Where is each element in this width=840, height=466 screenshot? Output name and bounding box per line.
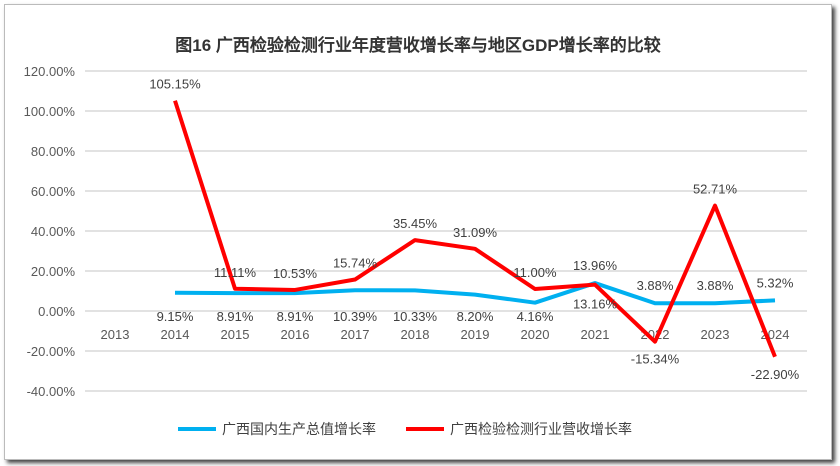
line-chart: 图16 广西检验检测行业年度营收增长率与地区GDP增长率的比较 -40.00% -2… — [24, 35, 807, 437]
x-tick-label: 2018 — [401, 327, 430, 342]
x-tick-label: 2020 — [521, 327, 550, 342]
data-label: 13.16% — [573, 297, 618, 312]
series-line — [174, 281, 776, 306]
y-tick-label: 0.00% — [38, 304, 75, 319]
x-tick-label: 2017 — [341, 327, 370, 342]
data-label: 10.39% — [333, 309, 378, 324]
data-label: 105.15% — [149, 77, 201, 92]
data-label: 15.74% — [333, 256, 378, 271]
y-tick-label: 80.00% — [31, 144, 76, 159]
data-label: 5.32% — [757, 275, 794, 290]
legend-label: 广西国内生产总值增长率 — [222, 421, 376, 437]
y-tick-label: 60.00% — [31, 184, 76, 199]
x-tick-label: 2023 — [701, 327, 730, 342]
y-tick-label: 120.00% — [24, 64, 76, 79]
data-label: 8.91% — [217, 309, 254, 324]
x-tick-label: 2022 — [641, 327, 670, 342]
series-line — [173, 100, 777, 358]
data-label: 10.33% — [393, 309, 438, 324]
data-label: 8.20% — [457, 309, 494, 324]
data-label: 52.71% — [693, 182, 738, 197]
y-tick-label: 40.00% — [31, 224, 76, 239]
data-label: -22.90% — [751, 367, 800, 382]
data-label: 35.45% — [393, 216, 438, 231]
y-tick-label: 20.00% — [31, 264, 76, 279]
data-label: 13.96% — [573, 258, 618, 273]
chart-title: 图16 广西检验检测行业年度营收增长率与地区GDP增长率的比较 — [175, 35, 660, 55]
data-label: 31.09% — [453, 225, 498, 240]
x-tick-label: 2021 — [581, 327, 610, 342]
data-label: -15.34% — [631, 352, 680, 367]
x-tick-label: 2019 — [461, 327, 490, 342]
data-label: 10.53% — [273, 266, 318, 281]
data-label: 11.11% — [214, 265, 257, 280]
x-tick-label: 2014 — [161, 327, 190, 342]
x-tick-label: 2016 — [281, 327, 310, 342]
data-label: 11.00% — [513, 265, 557, 280]
data-label: 3.88% — [637, 278, 674, 293]
x-tick-label: 2013 — [101, 327, 130, 342]
data-label: 4.16% — [517, 309, 554, 324]
legend-label: 广西检验检测行业营收增长率 — [450, 421, 632, 437]
y-tick-label: -40.00% — [27, 384, 76, 399]
data-label: 3.88% — [697, 278, 734, 293]
x-tick-label: 2015 — [221, 327, 250, 342]
data-label: 9.15% — [157, 309, 194, 324]
y-tick-label: 100.00% — [24, 104, 76, 119]
data-label: 8.91% — [277, 309, 314, 324]
y-tick-label: -20.00% — [27, 344, 76, 359]
chart-frame: 图16 广西检验检测行业年度营收增长率与地区GDP增长率的比较 -40.00% -2… — [4, 4, 832, 460]
